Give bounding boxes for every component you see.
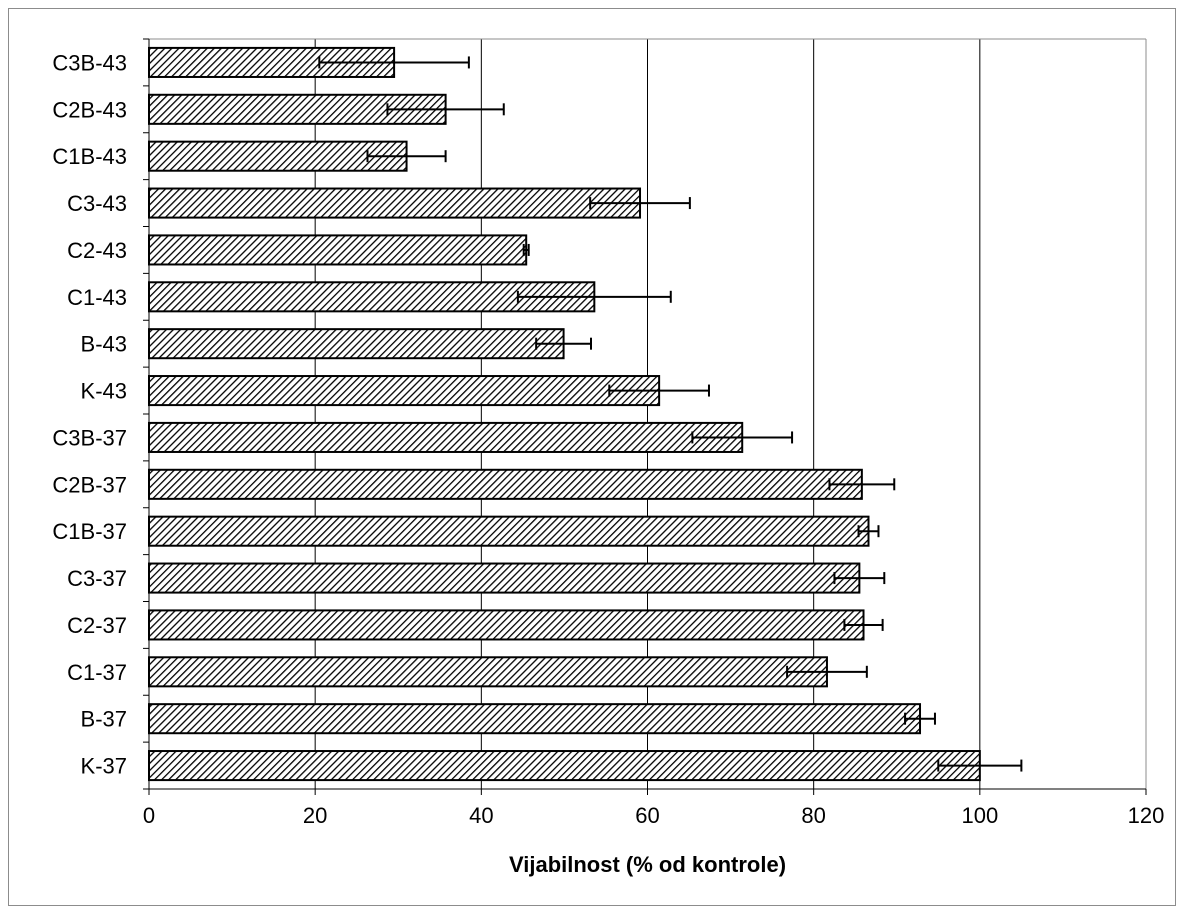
bar-b-37 (148, 703, 922, 735)
x-tick-label: 80 (801, 803, 825, 828)
bar-c2-37 (148, 609, 865, 641)
error-bar-c3b-43 (318, 56, 470, 69)
x-tick-label: 0 (143, 803, 155, 828)
y-tick-label: K-43 (81, 379, 127, 404)
tick-labels: 0 20 40 60 80 100 120 C3B-43 C2B-43 C1B-43 C3-43 C2… (52, 50, 1164, 828)
x-tick-label: 120 (1128, 803, 1165, 828)
axes (148, 39, 1146, 790)
x-axis-title: Vijabilnost (% od kontrole) (509, 852, 786, 877)
bars (148, 46, 1023, 782)
x-tick-label: 40 (469, 803, 493, 828)
error-bar-c1-37 (786, 665, 868, 678)
error-bar-c2-43 (522, 243, 530, 256)
y-tick-label: C2-37 (67, 613, 127, 638)
error-bar-c3-43 (589, 197, 691, 210)
bar-c2-43 (148, 234, 528, 266)
bar-c3-43 (148, 187, 642, 219)
y-tick-label: C2B-37 (52, 472, 127, 497)
error-bar-c3b-37 (691, 431, 794, 444)
x-tick-label: 60 (635, 803, 659, 828)
error-bar-c1b-43 (366, 150, 447, 163)
error-bar-c2b-43 (386, 103, 505, 116)
error-bar-c2b-37 (828, 478, 896, 491)
bar-c3b-37 (148, 421, 744, 453)
y-tick-label: B-37 (81, 707, 127, 732)
y-tick-label: C1-37 (67, 660, 127, 685)
y-tick-label: C1-43 (67, 285, 127, 310)
y-tick-label: B-43 (81, 332, 127, 357)
error-bar-k-43 (608, 384, 710, 397)
error-bar-c3-37 (833, 572, 886, 585)
bar-c2b-37 (148, 468, 863, 500)
y-tick-label: C3B-37 (52, 425, 127, 450)
y-tick-label: C1B-43 (52, 144, 127, 169)
bar-c1b-43 (148, 140, 408, 172)
bar-c3-37 (148, 562, 861, 594)
error-bar-c1b-37 (857, 525, 880, 538)
y-tick-label: C3-37 (67, 566, 127, 591)
error-bar-b-43 (535, 337, 593, 350)
bar-b-43 (148, 328, 565, 360)
bar-k-37 (148, 750, 981, 782)
x-tick-label: 100 (961, 803, 998, 828)
error-bar-c1-43 (516, 290, 672, 303)
x-tick-label: 20 (303, 803, 327, 828)
y-tick-label: C1B-37 (52, 519, 127, 544)
error-bar-c2-37 (843, 618, 884, 631)
y-tick-label: C3-43 (67, 191, 127, 216)
y-tick-label: C2B-43 (52, 97, 127, 122)
bar-c1b-37 (148, 515, 870, 547)
error-bar-b-37 (904, 712, 936, 725)
bar-c1-37 (148, 656, 828, 688)
y-tick-label: C3B-43 (52, 50, 127, 75)
error-bar-k-37 (937, 759, 1023, 772)
y-tick-label: C2-43 (67, 238, 127, 263)
y-tick-label: K-37 (81, 754, 127, 779)
bar-k-43 (148, 375, 661, 407)
